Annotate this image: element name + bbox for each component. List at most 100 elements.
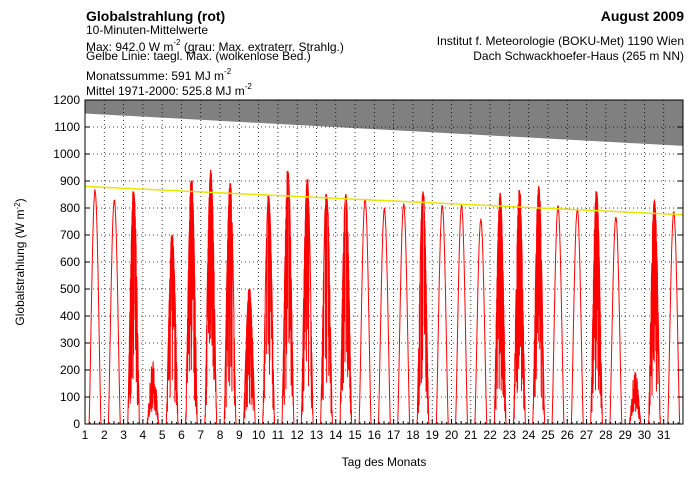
- y-axis-label-close: ): [13, 198, 27, 202]
- measured-day-curve: [316, 194, 336, 425]
- x-tick-label: 7: [197, 428, 204, 442]
- extraterrestrial-band: [85, 100, 683, 146]
- x-tick-label: 5: [159, 428, 166, 442]
- x-tick-label: 21: [464, 428, 478, 442]
- x-tick-label: 24: [522, 428, 536, 442]
- max-value-text: Max: 942.0 W m: [86, 40, 174, 54]
- measured-day-curve: [663, 211, 683, 425]
- y-tick-label: 400: [60, 309, 80, 323]
- measured-day-curve: [547, 205, 568, 425]
- measured-day-curve: [220, 183, 240, 425]
- x-tick-label: 9: [236, 428, 243, 442]
- measured-day-curve: [470, 218, 491, 425]
- x-tick-label: 30: [638, 428, 652, 442]
- x-tick-label: 22: [483, 428, 497, 442]
- measured-day-curve: [142, 361, 163, 425]
- institute-label: Institut f. Meteorologie (BOKU-Met) 1190…: [436, 34, 684, 48]
- y-tick-label: 1000: [53, 147, 80, 161]
- measured-day-curve: [451, 203, 471, 425]
- x-tick-label: 28: [599, 428, 613, 442]
- measured-day-curve: [432, 205, 452, 425]
- extraterrestrial-area: [85, 100, 683, 146]
- measured-radiation-series: [85, 169, 683, 425]
- measured-day-curve: [412, 191, 433, 425]
- y-tick-label: 800: [60, 201, 80, 215]
- measured-day-curve: [239, 288, 259, 425]
- x-tick-label: 10: [252, 428, 266, 442]
- max-value-line: Max: 942.0 W m-2 (grau: Max. extraterr. …: [86, 37, 344, 54]
- x-tick-label: 23: [503, 428, 517, 442]
- x-tick-label: 11: [272, 428, 285, 442]
- location-label: Dach Schwackhoefer-Haus (265 m NN): [473, 49, 684, 63]
- x-tick-label: 6: [178, 428, 185, 442]
- measured-day-curve: [528, 186, 548, 425]
- mean-line: Mittel 1971-2000: 525.8 MJ m-2: [86, 81, 252, 98]
- x-tick-label: 19: [426, 428, 440, 442]
- measured-day-curve: [200, 169, 221, 425]
- x-tick-label: 27: [580, 428, 594, 442]
- measured-day-curve: [297, 179, 317, 425]
- y-tick-label: 1100: [54, 120, 80, 134]
- chart-title: Globalstrahlung (rot): [86, 8, 226, 24]
- clear-sky-max-line: [84, 185, 684, 216]
- x-tick-label: 26: [561, 428, 575, 442]
- measured-day-curve: [644, 199, 664, 425]
- measured-day-curve: [258, 195, 278, 425]
- x-tick-label: 25: [541, 428, 555, 442]
- y-tick-label: 700: [60, 228, 80, 242]
- mean-exponent: -2: [244, 82, 252, 91]
- measured-day-curve: [625, 371, 645, 425]
- month-label: August 2009: [600, 8, 684, 24]
- mean-text: Mittel 1971-2000: 525.8 MJ m: [86, 84, 245, 98]
- monthly-sum-text: Monatssumme: 591 MJ m: [86, 69, 225, 83]
- measured-day-curve: [393, 203, 413, 425]
- x-tick-label: 14: [329, 428, 343, 442]
- measured-day-curve: [567, 208, 587, 425]
- measured-day-curve: [605, 217, 626, 425]
- max-value-note: (grau: Max. extraterr. Strahlg.): [180, 40, 344, 54]
- measured-day-curve: [123, 191, 143, 425]
- x-tick-label: 20: [445, 428, 459, 442]
- y-tick-label: 300: [60, 336, 80, 350]
- y-tick-label: 200: [60, 363, 80, 377]
- measured-day-curve: [509, 189, 529, 425]
- x-tick-label: 3: [120, 428, 127, 442]
- x-tick-label: 17: [387, 428, 401, 442]
- chart-subtitle: 10-Minuten-Mittelwerte: [86, 23, 209, 37]
- measured-day-curve: [85, 189, 105, 425]
- y-axis-label-exponent: -2: [13, 202, 22, 210]
- y-axis-ticks: 0 100 200 300 400 500 600 700 800 900 1000 1100 1200: [53, 93, 683, 431]
- x-tick-label: 4: [140, 428, 147, 442]
- x-tick-label: 1: [82, 428, 89, 442]
- y-tick-label: 600: [60, 255, 80, 269]
- y-tick-label: 900: [60, 174, 80, 188]
- x-tick-label: 12: [291, 428, 305, 442]
- x-tick-label: 2: [101, 428, 108, 442]
- measured-day-curve: [490, 192, 510, 425]
- y-tick-label: 500: [60, 282, 80, 296]
- x-axis-label: Tag des Monats: [342, 455, 427, 469]
- y-axis-label-text: Globalstrahlung (W m: [13, 210, 27, 326]
- measured-day-curve: [162, 234, 182, 425]
- y-tick-label: 1200: [53, 93, 80, 107]
- measured-day-curve: [374, 207, 394, 425]
- x-tick-label: 29: [618, 428, 632, 442]
- max-value-exponent: -2: [173, 38, 181, 47]
- measured-day-curve: [104, 199, 124, 425]
- x-tick-label: 31: [657, 428, 671, 442]
- x-tick-label: 16: [368, 428, 382, 442]
- measured-day-curve: [355, 198, 375, 425]
- measured-day-curve: [181, 180, 201, 425]
- y-tick-label: 100: [60, 390, 80, 404]
- x-tick-label: 8: [217, 428, 224, 442]
- x-tick-label: 15: [348, 428, 362, 442]
- y-axis-label: Globalstrahlung (W m-2): [13, 198, 27, 325]
- x-tick-label: 18: [406, 428, 420, 442]
- monthly-sum-exponent: -2: [224, 67, 232, 76]
- measured-day-curve: [335, 194, 356, 425]
- x-tick-label: 13: [310, 428, 324, 442]
- yellow-line-note: Gelbe Linie: taegl. Max. (wolkenlose Bed…: [86, 49, 311, 63]
- x-axis-ticks: 1 2 3 4 5 6 7 8 9 10 11 12 13 14 15 16 17 18 19 20 21 22 23 24 2…: [82, 419, 684, 442]
- y-tick-label: 0: [73, 417, 80, 431]
